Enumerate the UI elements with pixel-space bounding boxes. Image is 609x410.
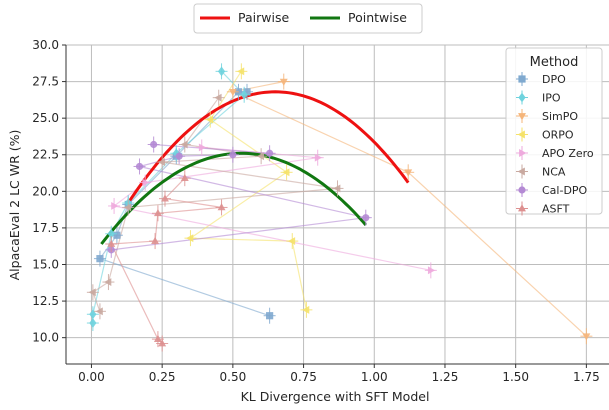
data-point-nca <box>333 184 341 193</box>
connector-asft <box>110 177 222 344</box>
y-tick-label: 10.0 <box>32 331 59 345</box>
data-point-asft <box>153 334 162 343</box>
data-point-ipo <box>107 228 115 239</box>
data-point-orpo <box>287 237 296 246</box>
legend-marker-ipo <box>518 92 526 103</box>
data-point-nca <box>88 288 96 297</box>
data-point-dpo <box>266 312 274 320</box>
data-point-cal-dpo <box>175 152 183 160</box>
legend-label-pairwise: Pairwise <box>238 10 289 25</box>
data-point-dpo <box>96 255 104 263</box>
data-point-ipo <box>89 318 97 328</box>
legend-marker-apo-zero <box>519 149 527 157</box>
top-legend: Pairwise Pointwise <box>193 3 423 34</box>
legend-label-pointwise: Pointwise <box>348 10 407 25</box>
connector-apo-zero <box>112 146 431 271</box>
x-tick-label: 0.25 <box>149 370 176 384</box>
y-tick-label: 22.5 <box>32 148 59 162</box>
legend-label-apo-zero: APO Zero <box>542 147 594 160</box>
data-point-asft <box>107 239 116 247</box>
method-legend: Method DPO IPO SimPO ORPO APO Zero NCA Cal-DPO A… <box>505 47 603 216</box>
data-point-nca <box>104 278 112 287</box>
data-point-orpo <box>282 168 290 177</box>
data-point-asft <box>158 339 167 347</box>
x-axis-label: KL Divergence with SFT Model <box>241 389 430 404</box>
legend-label-dpo: DPO <box>542 73 566 86</box>
y-tick-label: 20.0 <box>32 184 59 198</box>
legend-marker-asft <box>518 204 526 212</box>
legend-marker-nca <box>517 167 525 176</box>
connector-simpo <box>230 81 587 337</box>
data-point-orpo <box>205 115 214 124</box>
data-point-cal-dpo <box>266 149 274 157</box>
data-point-nca <box>180 140 188 149</box>
data-point-simpo <box>404 169 413 177</box>
data-point-cal-dpo <box>229 151 237 159</box>
data-point-apo-zero <box>427 266 436 275</box>
data-point-nca <box>95 307 103 316</box>
top-legend-frame <box>193 3 423 34</box>
data-point-ipo <box>172 148 180 159</box>
data-point-simpo <box>582 333 591 341</box>
legend-marker-simpo <box>518 113 526 121</box>
x-tick-label: 1.75 <box>573 370 600 384</box>
legend-label-simpo: SimPO <box>542 110 578 123</box>
data-point-simpo <box>228 88 237 97</box>
y-axis-label: AlpacaEval 2 LC WR (%) <box>7 130 22 281</box>
data-point-apo-zero <box>142 178 150 187</box>
x-tick-label: 1.00 <box>361 370 388 384</box>
legend-marker-orpo <box>517 130 525 139</box>
data-points <box>86 63 593 352</box>
trend-line-pairwise <box>126 90 410 204</box>
axes <box>62 44 609 368</box>
data-point-apo-zero <box>198 143 207 152</box>
data-point-asft <box>217 203 226 211</box>
data-point-simpo <box>279 78 288 86</box>
x-tick-label: 1.25 <box>432 370 459 384</box>
y-tick-label: 12.5 <box>32 294 59 308</box>
data-point-asft <box>153 208 162 217</box>
x-tick-label: 0.50 <box>220 370 247 384</box>
data-point-ipo <box>89 309 97 320</box>
data-point-orpo <box>237 67 245 76</box>
data-point-nca <box>256 152 265 161</box>
data-point-cal-dpo <box>135 162 144 171</box>
legend-marker-dpo <box>518 75 526 83</box>
y-tick-label: 25.0 <box>32 111 59 125</box>
data-point-ipo <box>240 89 248 100</box>
legend-label-ipo: IPO <box>542 92 561 105</box>
y-tick-label: 17.5 <box>32 221 59 235</box>
data-point-orpo <box>302 305 310 314</box>
y-tick-label: 30.0 <box>32 38 59 52</box>
y-tick-label: 27.5 <box>32 75 59 89</box>
method-legend-title: Method <box>530 55 579 70</box>
y-tick-label: 15.0 <box>32 257 59 271</box>
data-point-nca <box>214 93 222 102</box>
data-point-cal-dpo <box>362 214 370 222</box>
legend-marker-cal-dpo <box>518 186 526 194</box>
tick-labels: 0.00 0.25 0.50 0.75 1.00 1.25 1.50 1.75 10.0 12.5… <box>32 38 599 384</box>
data-point-dpo <box>113 231 121 239</box>
data-point-asft <box>151 236 160 244</box>
data-point-ipo <box>217 66 226 77</box>
data-point-nca <box>157 158 166 167</box>
data-point-apo-zero <box>111 202 119 210</box>
method-legend-frame <box>505 47 603 215</box>
data-point-asft <box>161 194 169 202</box>
legend-label-orpo: ORPO <box>542 129 574 142</box>
x-tick-label: 1.50 <box>502 370 529 384</box>
legend-label-cal-dpo: Cal-DPO <box>542 184 588 197</box>
data-point-orpo <box>186 234 194 243</box>
data-point-asft <box>180 173 189 182</box>
legend-label-asft: ASFT <box>542 203 570 216</box>
data-point-nca <box>123 203 132 212</box>
data-point-apo-zero <box>314 153 323 162</box>
legend-label-nca: NCA <box>542 166 566 179</box>
data-point-cal-dpo <box>150 140 158 149</box>
x-tick-label: 0.00 <box>78 370 105 384</box>
x-tick-label: 0.75 <box>290 370 317 384</box>
